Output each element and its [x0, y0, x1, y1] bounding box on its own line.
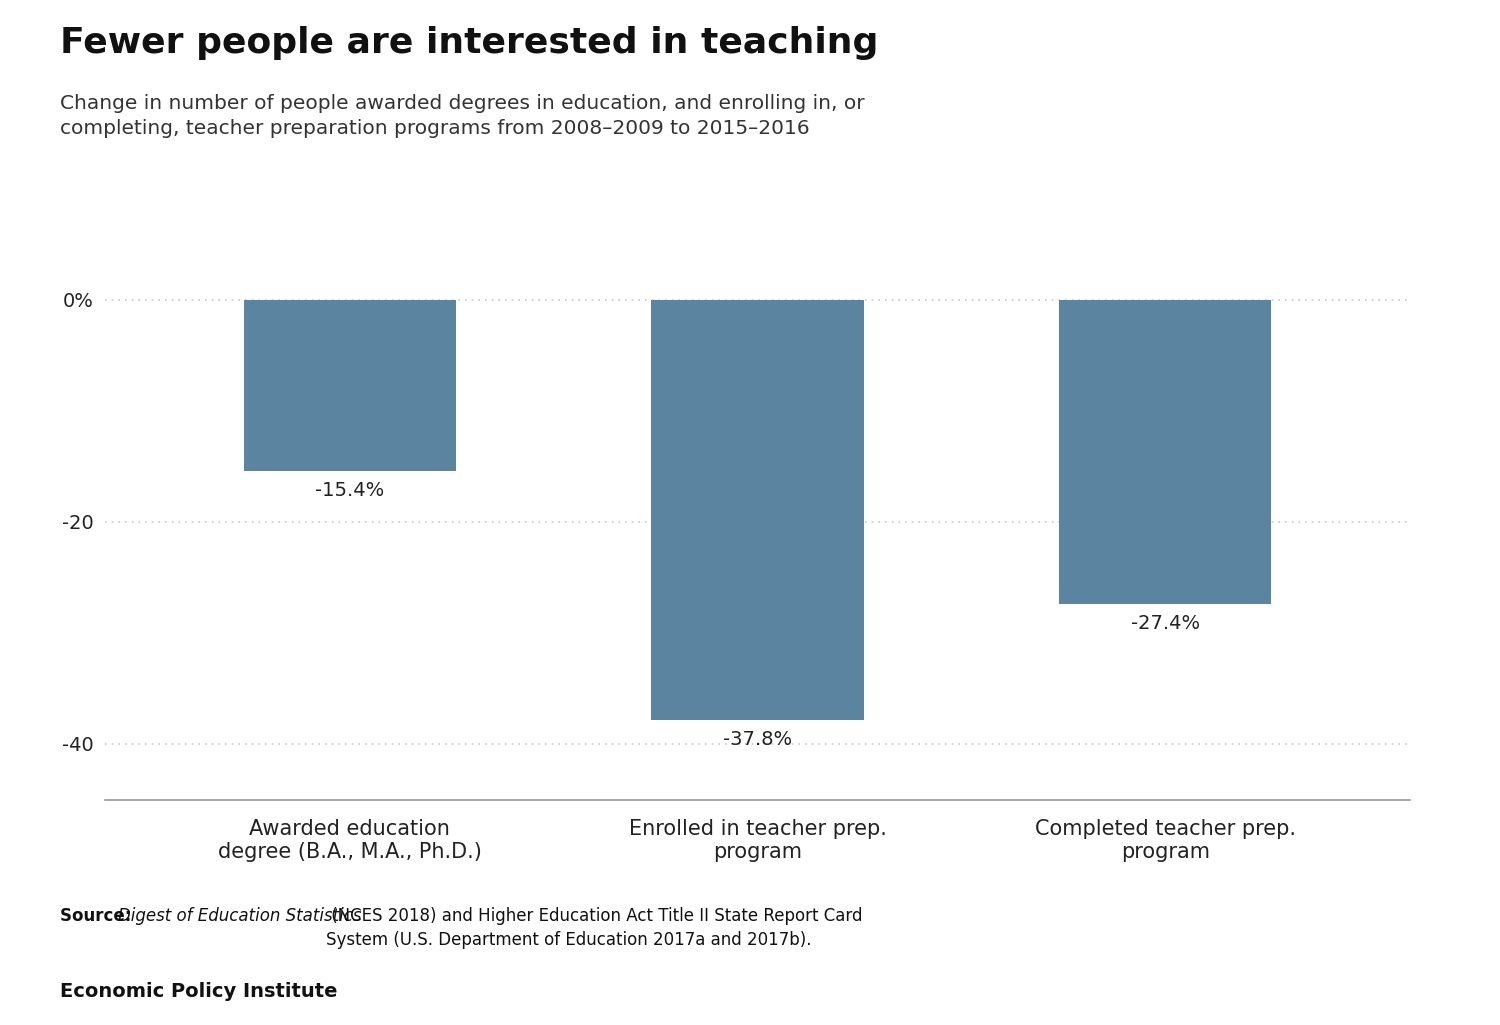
Text: (NCES 2018) and Higher Education Act Title II State Report Card
System (U.S. Dep: (NCES 2018) and Higher Education Act Tit…	[327, 907, 862, 949]
Bar	[651, 299, 864, 720]
Text: Change in number of people awarded degrees in education, and enrolling in, or
co: Change in number of people awarded degre…	[60, 94, 864, 138]
Text: -37.8%: -37.8%	[723, 730, 792, 748]
Bar	[1059, 299, 1272, 604]
Text: -27.4%: -27.4%	[1131, 614, 1200, 633]
Text: Digest of Education Statistics: Digest of Education Statistics	[117, 907, 362, 926]
Text: Fewer people are interested in teaching: Fewer people are interested in teaching	[60, 26, 879, 59]
Bar	[243, 299, 456, 470]
Text: -15.4%: -15.4%	[315, 481, 384, 500]
Text: Economic Policy Institute: Economic Policy Institute	[60, 982, 338, 1001]
Text: Source:: Source:	[60, 907, 136, 926]
